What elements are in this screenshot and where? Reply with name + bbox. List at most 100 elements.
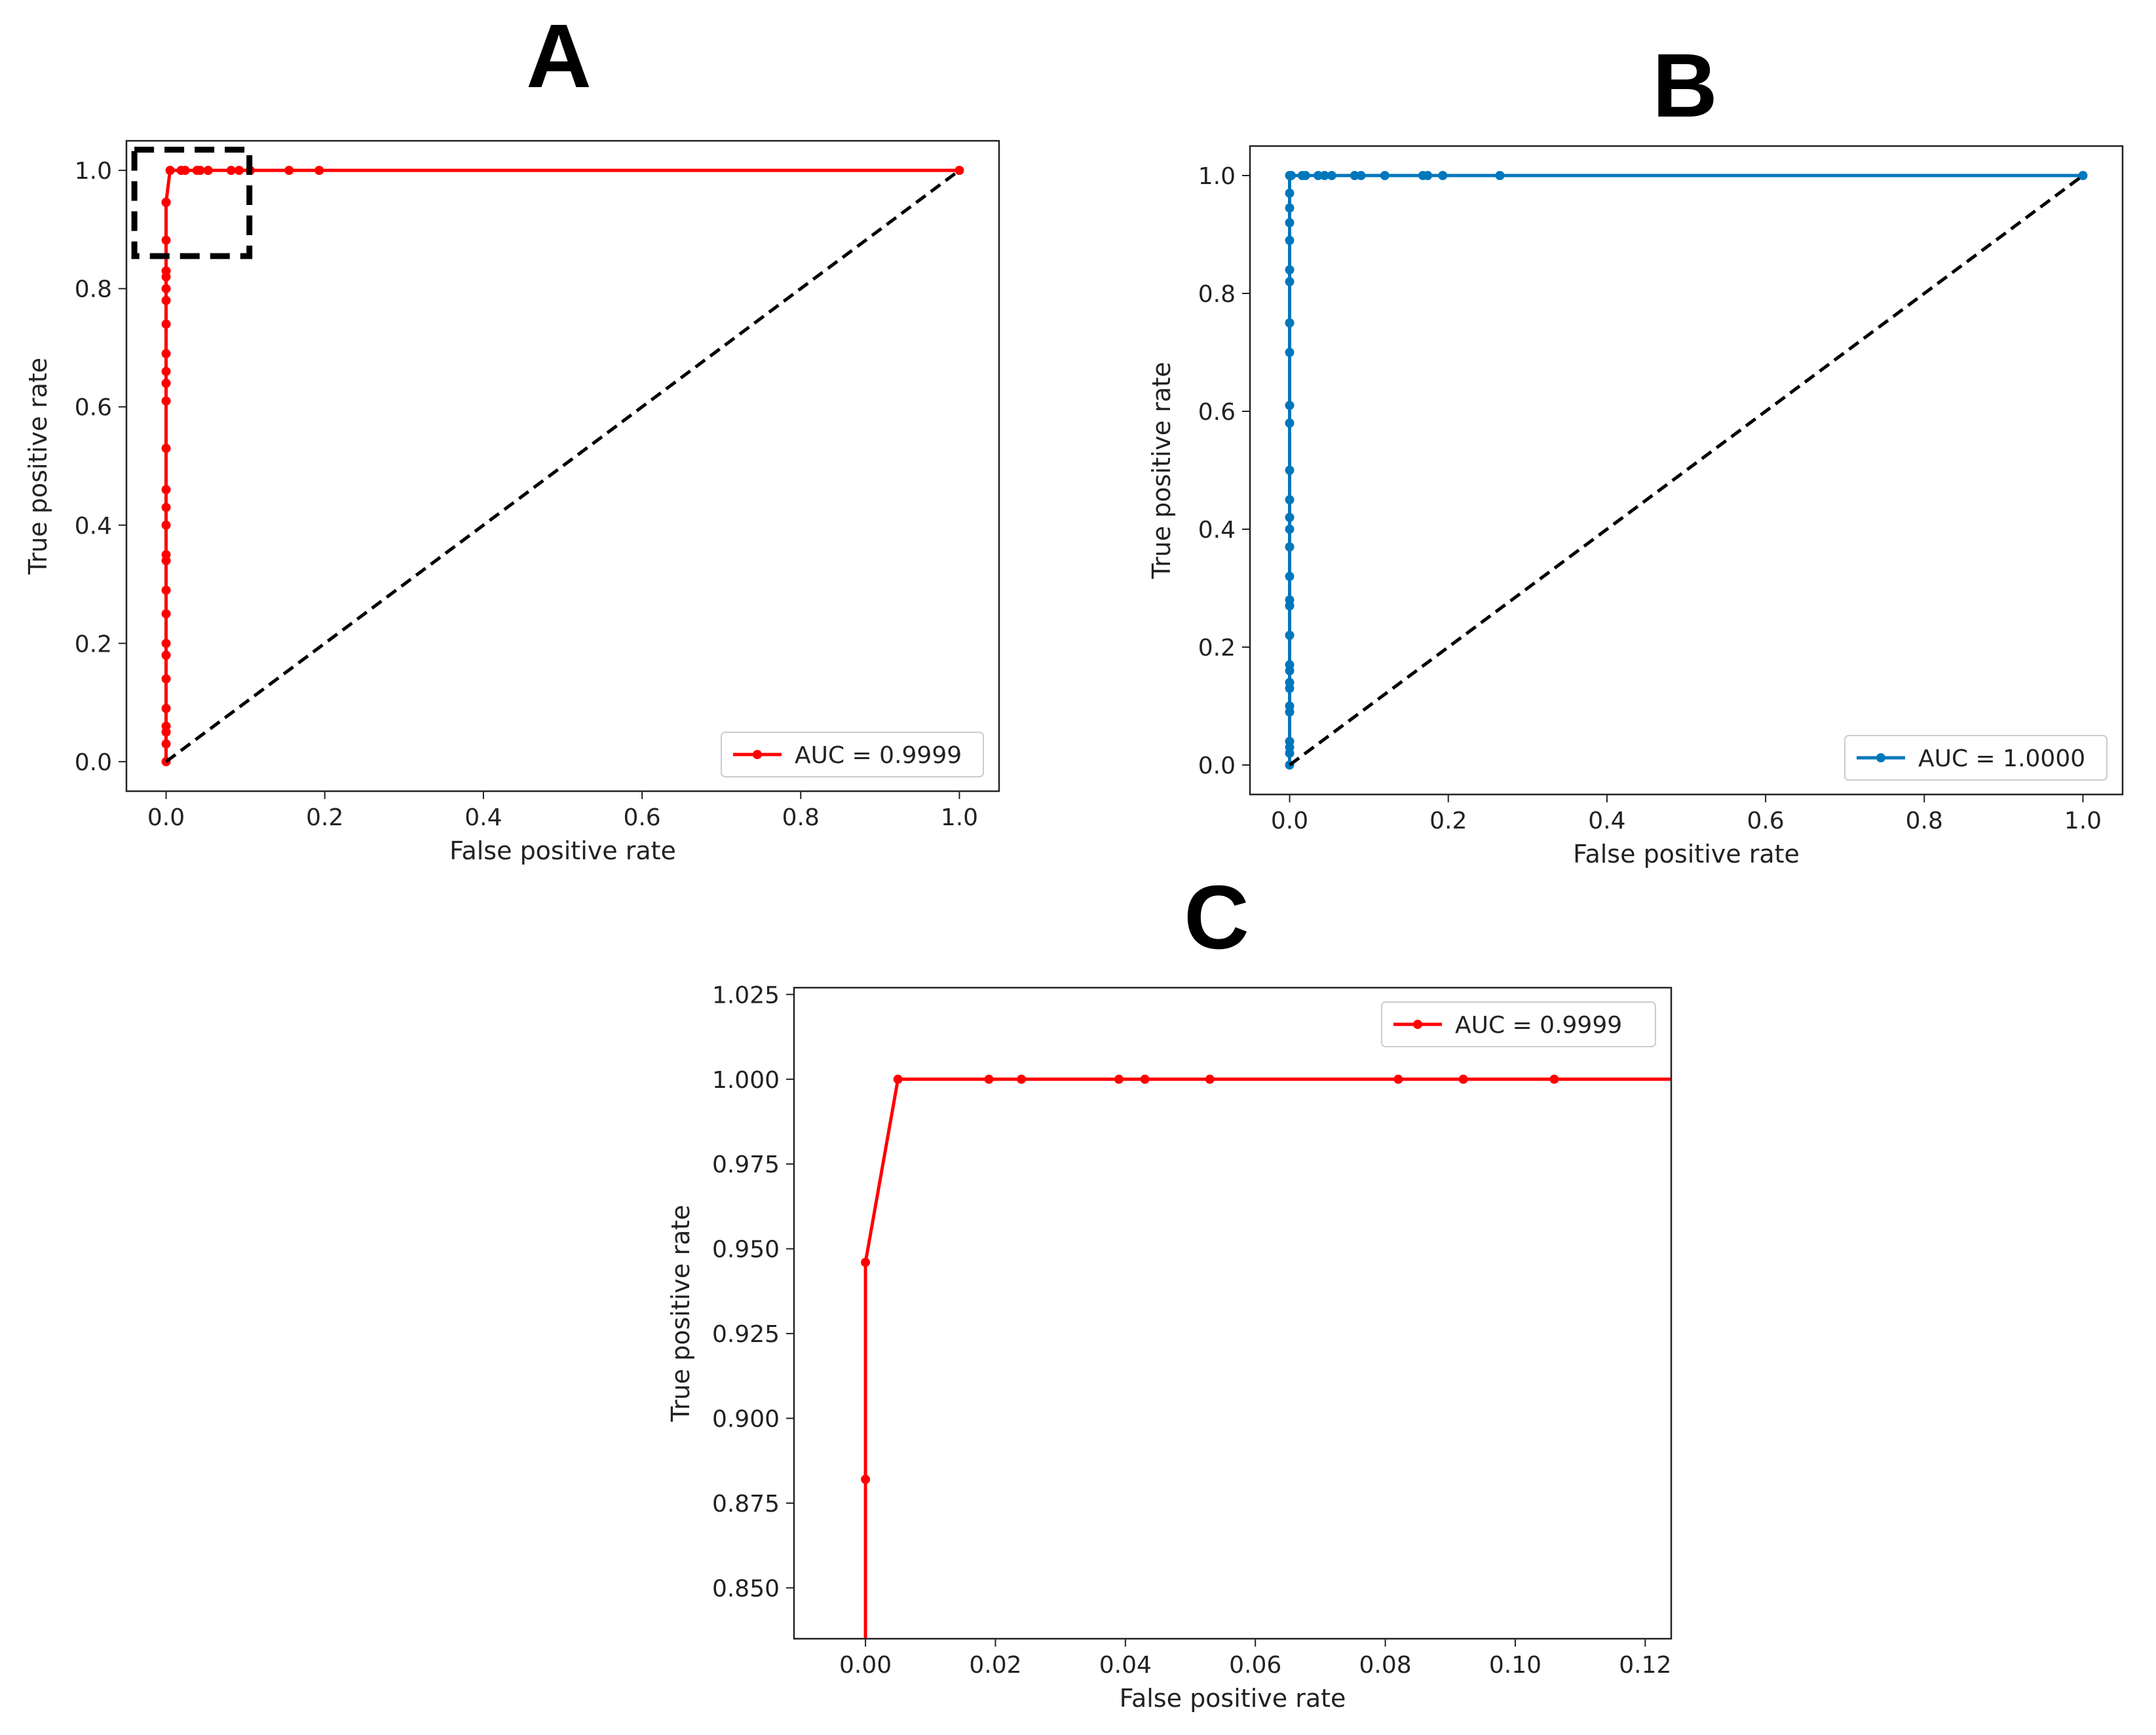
legend-label: AUC = 0.9999: [1455, 1012, 1622, 1039]
roc-point: [893, 1074, 903, 1084]
roc-point: [1285, 572, 1295, 581]
roc-point: [161, 319, 171, 329]
panel-c-chart: 0.00 0.02 0.04 0.06 0.08 0.10 0.12 0.850 0.875 0.…: [666, 982, 1877, 1713]
roc-point: [1285, 466, 1295, 475]
roc-point: [1285, 189, 1295, 198]
roc-point: [1314, 171, 1323, 180]
roc-point: [1285, 701, 1295, 711]
x-tick-label: 0.04: [1099, 1652, 1152, 1679]
roc-point: [161, 520, 171, 530]
roc-point: [161, 586, 171, 595]
roc-point: [161, 609, 171, 619]
roc-point: [1017, 1074, 1027, 1084]
legend-marker-swatch: [1876, 753, 1885, 762]
legend-marker-swatch: [1413, 1020, 1422, 1029]
x-tick-label: 1.0: [2064, 808, 2102, 834]
x-tick-label: 0.0: [147, 804, 185, 831]
roc-point: [1285, 631, 1295, 640]
roc-point: [161, 502, 171, 512]
roc-point: [234, 166, 244, 176]
roc-point: [1285, 525, 1295, 534]
legend-box: [1844, 735, 2108, 781]
y-tick-label: 0.4: [75, 513, 112, 540]
legend-marker-swatch: [753, 750, 762, 759]
roc-curve-line: [863, 1077, 1671, 1639]
roc-point: [1285, 265, 1295, 274]
x-tick-label: 0.4: [1588, 808, 1625, 834]
y-tick-label: 0.925: [712, 1321, 780, 1348]
roc-point: [161, 367, 171, 377]
roc-point: [161, 639, 171, 648]
roc-point: [1285, 737, 1295, 746]
roc-point: [161, 721, 171, 731]
roc-point: [161, 703, 171, 713]
x-tick-label: 0.2: [1429, 808, 1467, 834]
plot-area: [861, 1074, 1877, 1639]
roc-point: [161, 550, 171, 559]
roc-point: [161, 379, 171, 388]
roc-point: [161, 674, 171, 684]
y-tick-label: 0.4: [1198, 517, 1236, 544]
legend-box: [1381, 1001, 1656, 1047]
chance-diagonal-line: [165, 169, 960, 763]
x-tick-label: 0.02: [969, 1652, 1021, 1679]
y-tick-label: 0.900: [712, 1406, 780, 1432]
y-axis-label: True positive rate: [24, 358, 52, 575]
x-axis-label: False positive rate: [1120, 1684, 1346, 1713]
y-tick-label: 1.025: [712, 982, 780, 1009]
roc-point: [1285, 495, 1295, 504]
roc-point: [1285, 660, 1295, 669]
roc-point: [1285, 348, 1295, 357]
plot-frame: [125, 140, 1000, 793]
roc-point: [161, 295, 171, 305]
roc-point: [161, 197, 171, 207]
roc-point: [1380, 171, 1390, 180]
roc-point: [180, 166, 190, 176]
x-tick-label: 0.06: [1229, 1652, 1281, 1679]
y-tick-label: 0.950: [712, 1237, 780, 1263]
y-tick-label: 0.8: [75, 276, 112, 303]
panel-letter-a: A: [526, 6, 592, 107]
x-tick-label: 0.8: [1906, 808, 1943, 834]
y-tick-label: 1.0: [75, 158, 112, 185]
panel-letter-c: C: [1184, 867, 1249, 968]
roc-point: [861, 1474, 871, 1484]
roc-point: [203, 166, 213, 176]
y-axis-label: True positive rate: [1147, 362, 1176, 579]
x-tick-label: 0.4: [464, 804, 502, 831]
roc-point: [161, 739, 171, 749]
roc-point: [1285, 203, 1295, 213]
y-tick-label: 0.6: [1198, 399, 1236, 426]
roc-point: [161, 348, 171, 358]
chance-diagonal-line: [1289, 174, 2084, 767]
legend-box: [721, 732, 984, 777]
legend-label: AUC = 0.9999: [795, 742, 962, 769]
roc-point: [2078, 171, 2088, 180]
roc-point: [1868, 1075, 1877, 1084]
roc-point: [1205, 1074, 1215, 1084]
roc-point: [1393, 1074, 1403, 1084]
roc-point: [314, 166, 324, 176]
x-tick-label: 0.6: [623, 804, 660, 831]
roc-point: [161, 650, 171, 660]
roc-point: [165, 166, 175, 176]
y-tick-label: 0.875: [712, 1491, 780, 1518]
plot-frame: [793, 986, 1673, 1640]
roc-point: [1285, 419, 1295, 428]
y-tick-label: 0.2: [1198, 635, 1236, 662]
roc-point: [1285, 513, 1295, 522]
roc-point: [1285, 542, 1295, 551]
roc-point: [1285, 218, 1295, 227]
roc-point: [1285, 277, 1295, 286]
roc-point: [1285, 318, 1295, 327]
roc-point: [1423, 171, 1433, 180]
roc-point: [161, 266, 171, 276]
roc-point: [1285, 595, 1295, 605]
x-axis-label: False positive rate: [449, 836, 676, 865]
roc-point: [861, 1258, 871, 1267]
y-tick-label: 0.6: [75, 394, 112, 421]
roc-point: [1285, 401, 1295, 410]
roc-point: [955, 166, 964, 176]
roc-point: [161, 284, 171, 293]
